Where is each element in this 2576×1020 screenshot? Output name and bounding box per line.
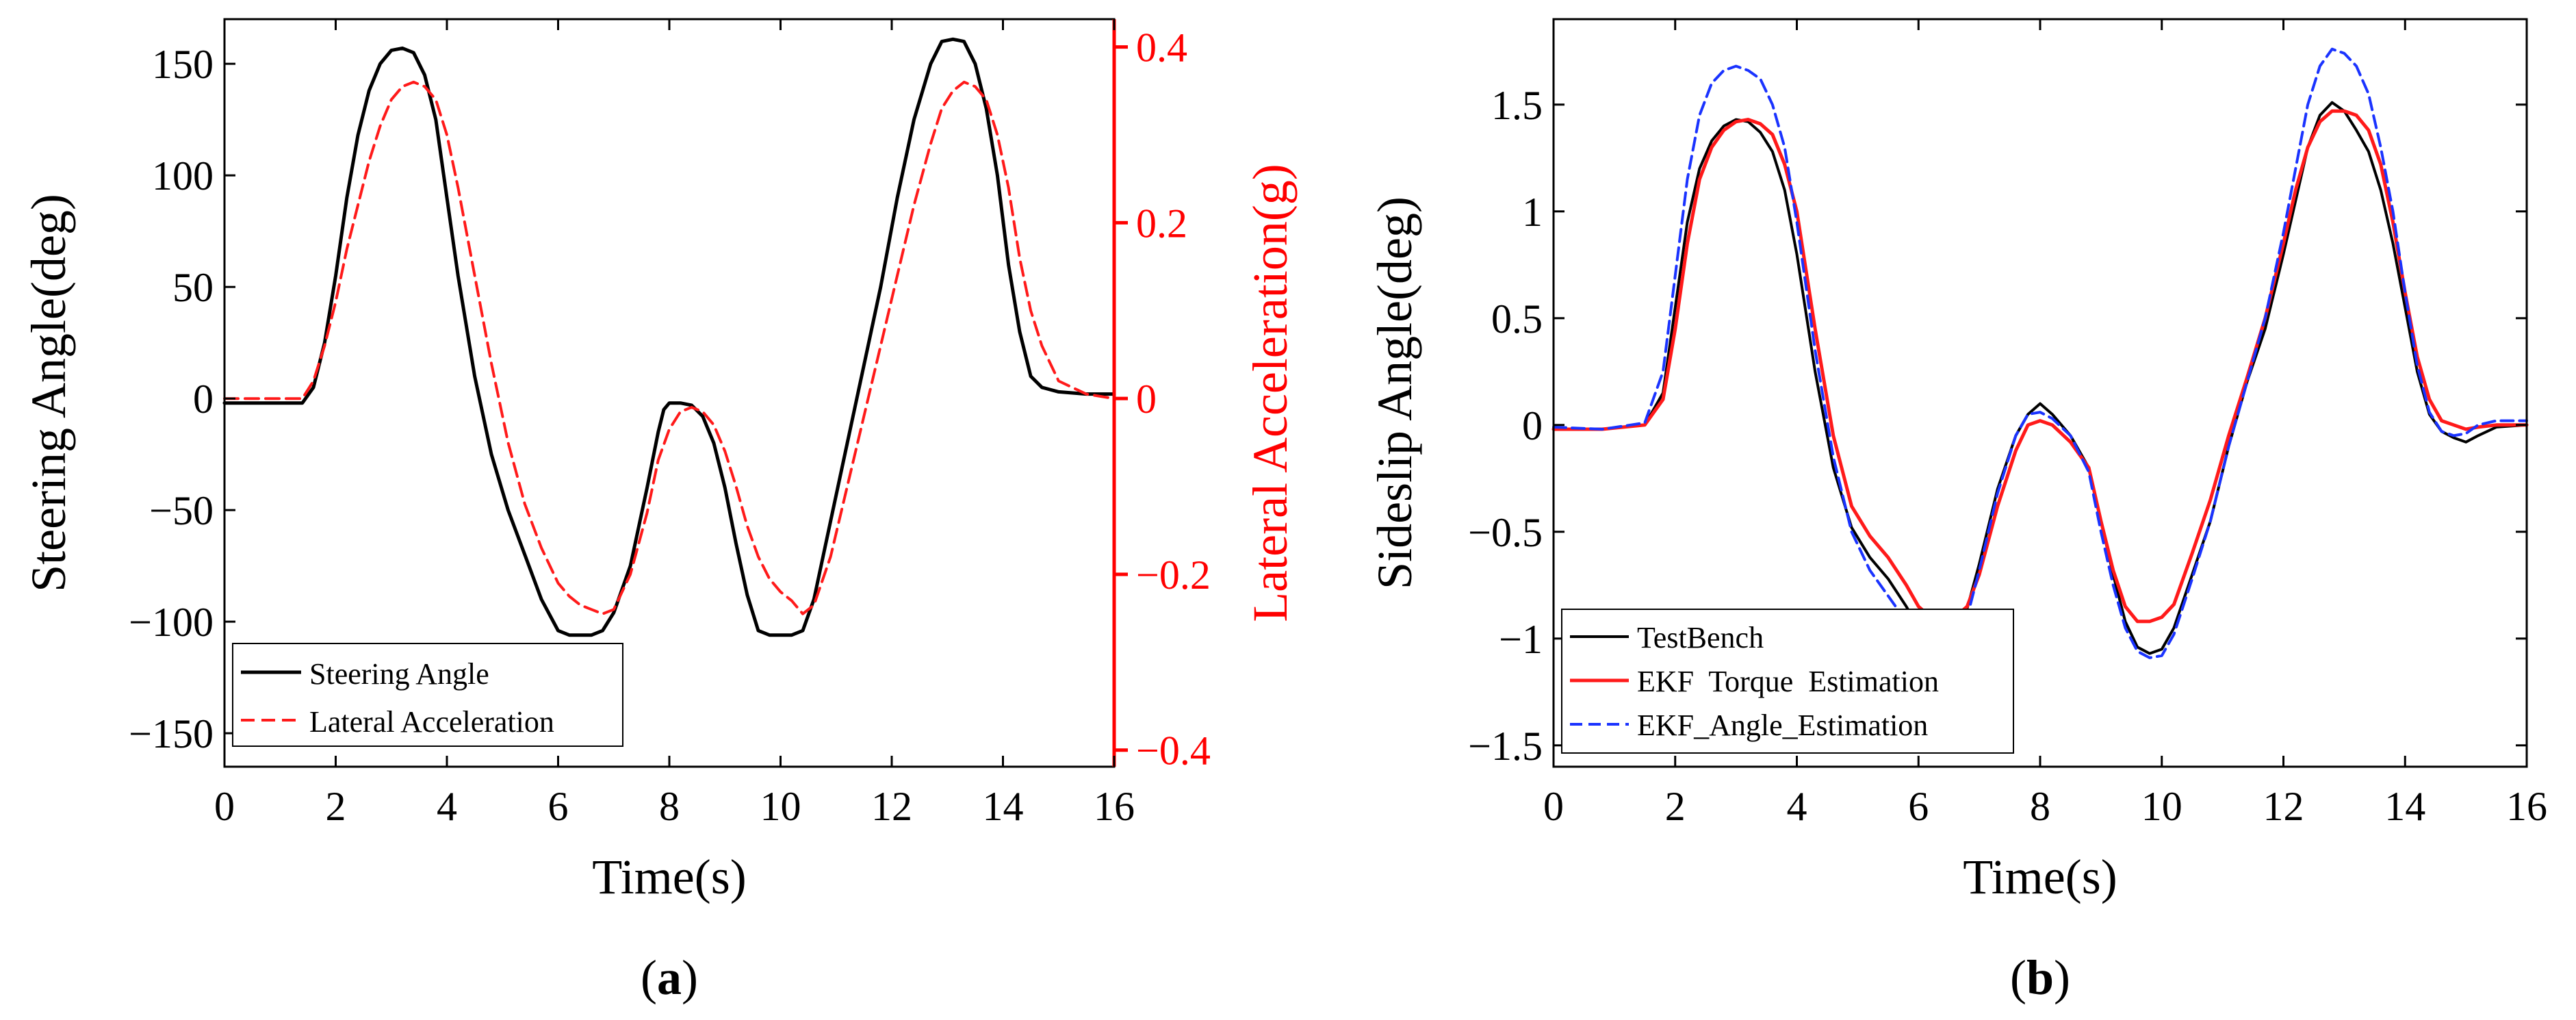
panel-b-x-tick-label: 2 [1665, 784, 1686, 829]
panel-b-y-tick-label: −1.5 [1468, 724, 1543, 769]
panel-a-series-steering-angle [222, 37, 1116, 637]
panel-b-y-tick-label: −0.5 [1468, 510, 1543, 555]
panel-a-y-tick-label-right: −0.2 [1136, 552, 1211, 598]
panel-a-y-tick-label-right: 0 [1136, 377, 1157, 422]
panel-a-y-tick-label: 0 [193, 377, 214, 422]
panel-a-x-tick-label: 16 [1094, 784, 1135, 829]
panel-a-y-tick-label-right: −0.4 [1136, 728, 1211, 774]
panel-a-y-tick-label: 150 [152, 42, 214, 87]
panel-a-tag-letter: a [657, 950, 682, 1005]
panel-a-plot-area [224, 19, 1114, 767]
panel-b-x-ticks: 0 2 4 6 8 10 12 14 16 [1543, 19, 2547, 829]
panel-a-legend-label-lateral: Lateral Acceleration [309, 705, 554, 739]
panel-b-y-tick-label: 1 [1522, 190, 1543, 235]
panel-b-y-tick-label: 0.5 [1491, 296, 1543, 342]
panel-b-y-ticks: 1.5 1 0.5 0 −0.5 −1 −1.5 [1468, 83, 2527, 769]
panel-a-x-axis-label: Time(s) [592, 850, 746, 904]
panel-a-x-tick-label: 0 [214, 784, 235, 829]
panel-a-x-tick-label: 10 [760, 784, 801, 829]
panel-a-y-tick-label: 100 [152, 153, 214, 199]
panel-a-y-axis-label: Steering Angle(deg) [21, 194, 76, 592]
panel-b-x-tick-label: 10 [2141, 784, 2182, 829]
panel-a-y-ticks: 150 100 50 0 −50 −100 −150 [129, 42, 235, 756]
panel-b-series-ekf-torque-estimation [1551, 109, 2529, 624]
panel-a-y-tick-label: 50 [172, 265, 214, 310]
panel-a-x-tick-label: 14 [983, 784, 1024, 829]
panel-b-legend-box [1561, 609, 2014, 754]
panel-b-tag-close: ) [2054, 950, 2070, 1005]
panel-a-x-tick-label: 6 [548, 784, 569, 829]
panel-a-y-tick-label: −100 [129, 600, 214, 645]
panel-a-x-tick-label: 12 [871, 784, 912, 829]
panel-b-series-group [1551, 47, 2529, 659]
panel-b-tag-open: ( [2010, 950, 2026, 1005]
panel-b-legend: TestBench EKF Torque Estimation EKF_Angl… [1561, 609, 2014, 754]
panel-a-y-tick-label-right: 0.2 [1136, 201, 1187, 246]
panel-a-series-lateral-acceleration [223, 80, 1116, 615]
panel-b-y-axis-label: Sideslip Angle(deg) [1367, 196, 1422, 589]
panel-b-x-tick-label: 4 [1787, 784, 1807, 829]
panel-b-x-tick-label: 0 [1543, 784, 1564, 829]
panel-a-legend-label-steering: Steering Angle [309, 657, 489, 691]
panel-b-x-axis-label: Time(s) [1963, 850, 2117, 904]
panel-b-y-tick-label: −1 [1499, 617, 1543, 662]
panel-a-tag: (a) [641, 950, 698, 1005]
panel-a-legend-box [232, 643, 623, 747]
panel-b-legend-label-angle: EKF_Angle_Estimation [1637, 709, 1928, 742]
panel-a-y-axis-label-right: Lateral Acceleration(g) [1243, 164, 1298, 622]
panel-b-x-tick-label: 16 [2506, 784, 2547, 829]
panel-a-y-tick-label: −150 [129, 711, 214, 756]
panel-a-x-tick-label: 2 [326, 784, 346, 829]
panel-b-x-tick-label: 6 [1908, 784, 1929, 829]
panel-a-x-ticks: 0 2 4 6 8 10 12 14 16 [214, 19, 1135, 829]
panel-a-tag-close: ) [682, 950, 698, 1005]
panel-b-x-tick-label: 12 [2263, 784, 2304, 829]
panel-b-y-tick-label: 1.5 [1491, 83, 1543, 128]
panel-b-tag: (b) [2010, 950, 2070, 1005]
panel-b-legend-label-testbench: TestBench [1637, 621, 1764, 654]
panel-b-y-tick-label: 0 [1522, 403, 1543, 448]
panel-b-sideslip-chart: 0 2 4 6 8 10 12 14 16 1.5 1 0.5 0 −0.5 −1 −1.5 Time(s)… [1367, 18, 2547, 1005]
panel-b-x-tick-label: 8 [2030, 784, 2050, 829]
panel-a-legend: Steering Angle Lateral Acceleration [232, 643, 623, 747]
panel-a-y-tick-label: −50 [149, 488, 214, 533]
panel-a-y-tick-label-right: 0.4 [1136, 25, 1187, 71]
panel-b-legend-label-torque: EKF Torque Estimation [1637, 665, 1939, 698]
panel-b-series-ekf-angle-estimation [1552, 47, 2528, 659]
panel-b-tag-letter: b [2026, 950, 2054, 1005]
panel-a-tag-open: ( [641, 950, 657, 1005]
panel-a-x-tick-label: 8 [659, 784, 680, 829]
panel-b-x-tick-label: 14 [2384, 784, 2425, 829]
panel-a-y-ticks-right: 0.4 0.2 0 −0.2 −0.4 [1114, 25, 1211, 774]
panel-a-x-tick-label: 4 [437, 784, 457, 829]
panel-a-series-group [222, 37, 1116, 637]
